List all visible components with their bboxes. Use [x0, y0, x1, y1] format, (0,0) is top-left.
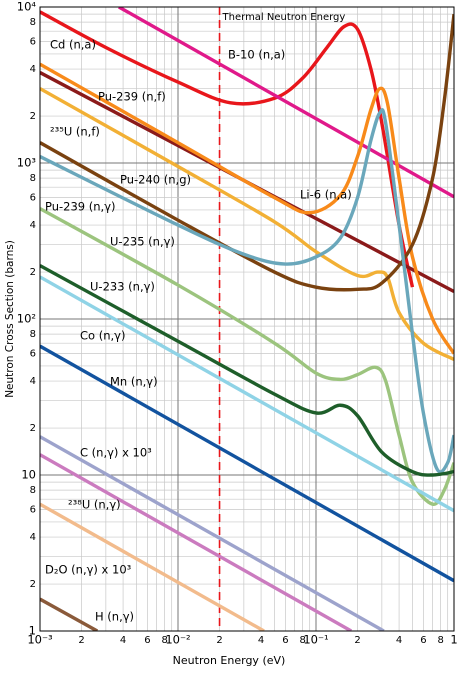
- series-line: [40, 13, 454, 292]
- x-tick-label: 4: [258, 635, 264, 646]
- plot-area: [40, 7, 454, 631]
- series-line: [40, 10, 415, 288]
- x-tick-label: 2: [78, 635, 84, 646]
- series-line: [40, 62, 454, 355]
- series-line: [40, 264, 454, 477]
- y-tick-label: 4: [30, 220, 36, 231]
- x-tick-label: 8: [437, 635, 443, 646]
- series-line: [40, 207, 454, 506]
- x-tick-label: 6: [282, 635, 288, 646]
- series-line: [40, 435, 385, 631]
- series-label: Li-6 (n,a): [300, 188, 352, 202]
- x-tick-label: 8: [161, 635, 167, 646]
- plot-frame: [39, 6, 455, 632]
- y-tick-label: 10: [21, 468, 36, 482]
- y-tick-label: 10³: [17, 156, 37, 170]
- series-label: ²³⁸U (n,γ): [68, 498, 121, 512]
- series-label: Pu-240 (n,g): [120, 173, 191, 187]
- annotation: Thermal Neutron Energy: [222, 12, 346, 23]
- x-tick-label: 10⁻¹: [303, 633, 328, 647]
- series-line: [40, 87, 454, 362]
- x-axis-title: Neutron Energy (eV): [173, 654, 286, 667]
- y-tick-label: 10⁴: [17, 0, 37, 14]
- y-tick-label: 6: [30, 349, 36, 360]
- series-label: U-233 (n,γ): [90, 280, 155, 294]
- series-line: [118, 7, 454, 199]
- y-axis-title: Neutron Cross Section (barns): [4, 240, 16, 398]
- y-tick-label: 6: [30, 193, 36, 204]
- y-tick-label: 6: [30, 37, 36, 48]
- y-tick-label: 2: [30, 267, 36, 278]
- y-tick-label: 10²: [17, 312, 36, 326]
- x-tick-label: 8: [299, 635, 305, 646]
- y-tick-label: 4: [30, 64, 36, 75]
- x-tick-label: 4: [396, 635, 402, 646]
- y-tick-label: 4: [30, 532, 36, 543]
- y-tick-label: 4: [30, 376, 36, 387]
- series-label: Mn (n,γ): [110, 375, 158, 389]
- x-tick-label: 6: [420, 635, 426, 646]
- x-tick-label: 4: [120, 635, 126, 646]
- series-line: [40, 453, 353, 631]
- series-label: B-10 (n,a): [228, 48, 285, 62]
- y-tick-label: 2: [30, 111, 36, 122]
- y-tick-label: 8: [30, 173, 36, 184]
- series-label: Co (n,γ): [80, 329, 125, 343]
- x-tick-label: 10⁻³: [27, 633, 53, 647]
- x-tick-label: 2: [354, 635, 360, 646]
- series-line: [40, 344, 454, 583]
- series-line: [40, 275, 454, 513]
- series-label: H (n,γ): [95, 610, 134, 624]
- series-label: Pu-239 (n,γ): [45, 200, 116, 214]
- y-tick-label: 8: [30, 329, 36, 340]
- series-label: ²³⁵U (n,f): [50, 125, 100, 139]
- series-label: Pu-239 (n,f): [98, 90, 166, 104]
- x-tick-label: 10⁻²: [165, 633, 190, 647]
- y-tick-label: 6: [30, 505, 36, 516]
- x-tick-label: 6: [144, 635, 150, 646]
- y-tick-label: 8: [30, 17, 36, 28]
- series-line: [40, 502, 265, 631]
- series-label: Cd (n,a): [50, 38, 96, 52]
- y-tick-label: 2: [30, 579, 36, 590]
- series-label: D₂O (n,γ) x 10³: [45, 563, 132, 577]
- y-tick-label: 1: [29, 624, 36, 638]
- y-tick-label: 2: [30, 423, 36, 434]
- x-tick-label: 2: [216, 635, 222, 646]
- series-label: U-235 (n,γ): [110, 235, 175, 249]
- x-tick-label: 1: [450, 633, 457, 647]
- y-tick-label: 8: [30, 485, 36, 496]
- series-line: [40, 108, 454, 474]
- series-line: [40, 597, 99, 631]
- series-label: C (n,γ) x 10³: [80, 446, 152, 460]
